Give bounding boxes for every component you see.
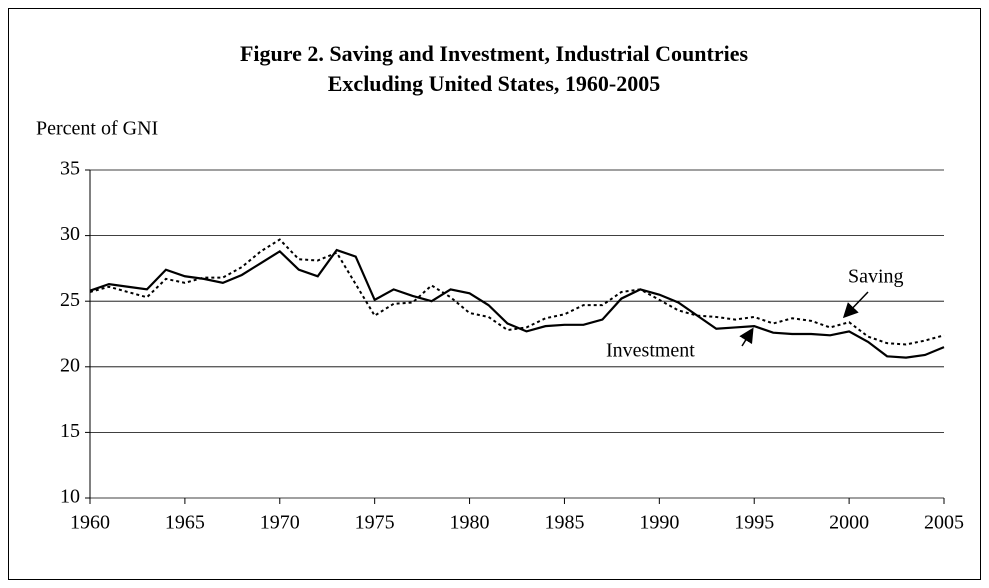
y-tick-label: 15 xyxy=(60,420,80,442)
x-tick-label: 2000 xyxy=(829,512,869,534)
arrow xyxy=(842,291,869,319)
x-tick-label: 1990 xyxy=(639,512,679,534)
y-tick-label: 20 xyxy=(60,354,80,376)
x-tick-label: 1965 xyxy=(165,512,205,534)
x-tick-label: 1970 xyxy=(260,512,300,534)
frame xyxy=(8,8,981,580)
x-tick-label: 2005 xyxy=(924,512,964,534)
y-axis-label: Percent of GNI xyxy=(36,118,158,140)
series-line xyxy=(89,248,945,359)
x-tick-label: 1960 xyxy=(70,512,110,534)
x-tick-label: 1995 xyxy=(734,512,774,534)
y-tick-label: 35 xyxy=(60,158,80,180)
arrow xyxy=(739,327,754,347)
chart-title: Excluding United States, 1960-2005 xyxy=(328,71,660,96)
chart-title: Figure 2. Saving and Investment, Industr… xyxy=(240,41,749,66)
y-tick-label: 25 xyxy=(60,289,80,311)
y-tick-label: 10 xyxy=(60,486,80,508)
y-tick-label: 30 xyxy=(60,223,80,245)
annotation: Saving xyxy=(848,266,904,288)
x-tick-label: 1980 xyxy=(450,512,490,534)
annotation: Investment xyxy=(606,340,695,362)
x-tick-label: 1985 xyxy=(544,512,584,534)
series-line xyxy=(89,238,945,346)
x-tick-label: 1975 xyxy=(355,512,395,534)
